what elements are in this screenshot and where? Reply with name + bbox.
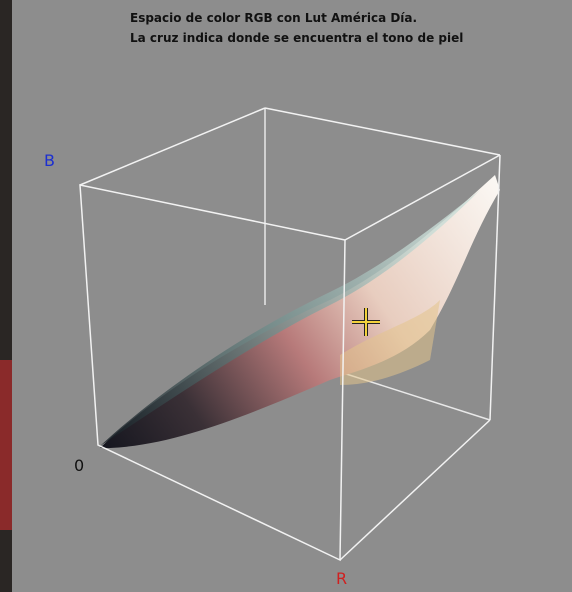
photo-edge-red xyxy=(0,360,12,530)
axis-label-b: B xyxy=(44,151,55,170)
axis-label-r: R xyxy=(336,569,347,588)
title-line: La cruz indica donde se encuentra el ton… xyxy=(130,31,463,45)
cube-front-edges xyxy=(79,107,501,562)
skin-cloud xyxy=(340,300,440,385)
skin-cross xyxy=(352,308,380,336)
title-line: Espacio de color RGB con Lut América Día… xyxy=(130,11,417,25)
point-cloud-upper xyxy=(100,190,480,446)
origin-label: 0 xyxy=(74,456,84,475)
